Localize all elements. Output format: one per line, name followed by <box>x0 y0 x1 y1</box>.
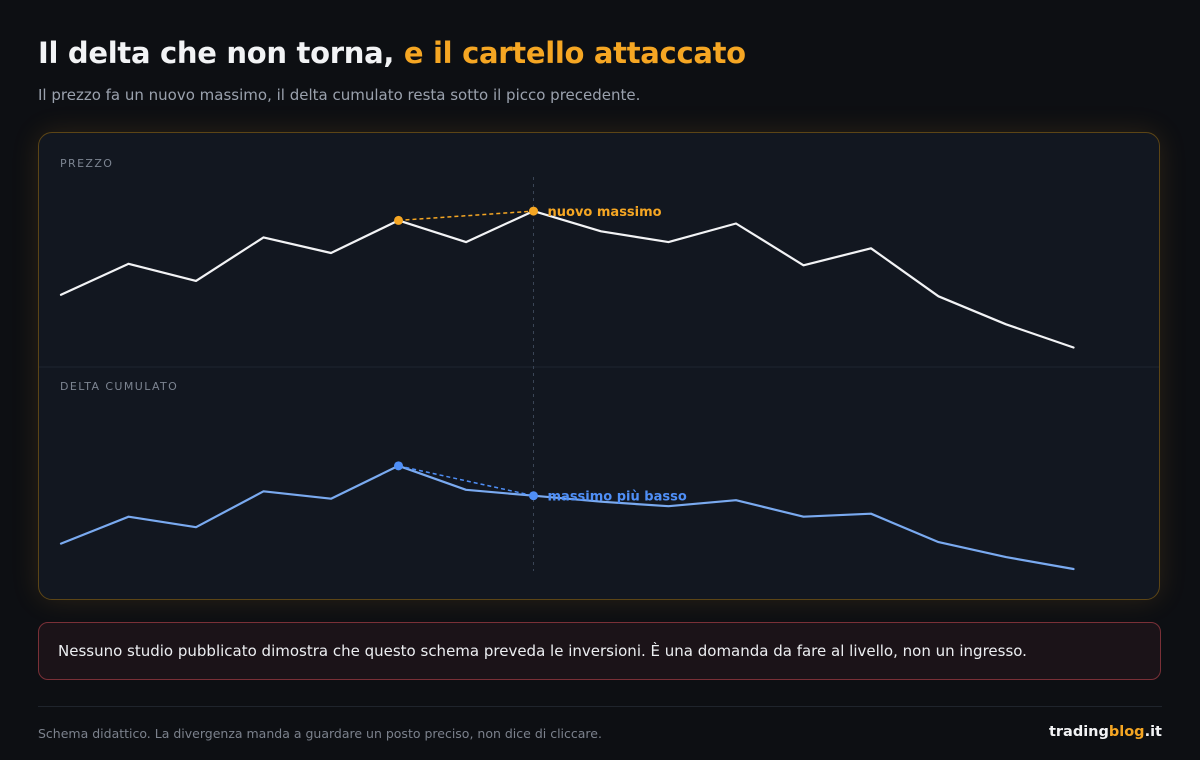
delta-previous-high-point <box>394 461 403 471</box>
divergence-chart: PREZZO DELTA CUMULATO nuovo massimo massi… <box>39 157 1159 571</box>
brand-suffix: .it <box>1144 724 1162 740</box>
footer-note: Schema didattico. La divergenza manda a … <box>38 726 602 741</box>
title-main: Il delta che non torna, <box>38 36 395 70</box>
delta-annotation: massimo più basso <box>548 490 687 505</box>
page-subtitle: Il prezzo fa un nuovo massimo, il delta … <box>38 86 641 104</box>
price-panel-label: PREZZO <box>60 157 113 170</box>
delta-panel-label: DELTA CUMULATO <box>60 380 178 393</box>
warning-text: Nessuno studio pubblicato dimostra che q… <box>58 642 1027 660</box>
price-annotation: nuovo massimo <box>548 205 662 220</box>
brand-logo[interactable]: tradingblog.it <box>1049 724 1162 740</box>
chart-card: PREZZO DELTA CUMULATO nuovo massimo massi… <box>38 132 1160 600</box>
brand-accent: blog <box>1108 724 1145 740</box>
delta-lower-high-point <box>529 491 538 501</box>
price-new-high-point <box>529 206 538 216</box>
brand-main: trading <box>1048 724 1109 740</box>
price-series-line <box>59 209 1075 349</box>
warning-callout: Nessuno studio pubblicato dimostra che q… <box>38 622 1161 680</box>
delta-series-line <box>59 464 1075 571</box>
price-previous-high-point <box>394 215 403 225</box>
price-divergence-line <box>398 210 534 222</box>
delta-divergence-line <box>398 465 534 497</box>
title-accent: e il cartello attaccato <box>403 36 746 70</box>
page-title: Il delta che non torna, e il cartello at… <box>38 36 746 70</box>
footer-divider <box>38 706 1162 707</box>
